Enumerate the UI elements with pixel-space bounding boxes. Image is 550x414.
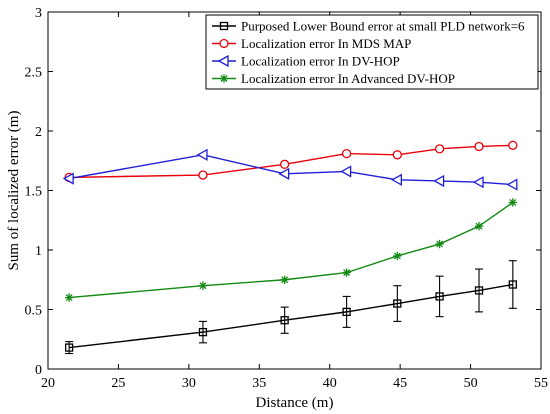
legend-entry: Localization error In Advanced DV-HOP: [212, 71, 455, 86]
x-tick-label: 40: [323, 376, 337, 391]
data-point-asterisk: [198, 281, 208, 290]
data-point-circle: [198, 170, 208, 180]
data-point-circle: [474, 141, 484, 152]
y-tick-label: 1.5: [25, 185, 43, 200]
data-point-square: [342, 307, 351, 317]
legend-entry: Localization error In MDS MAP: [212, 36, 411, 51]
error-bar: [198, 320, 207, 344]
error-bar: [280, 306, 289, 334]
error-bar: [342, 295, 351, 328]
x-tick-label: 50: [464, 376, 478, 391]
series-line: [69, 201, 514, 299]
x-tick-label: 45: [393, 376, 407, 391]
data-point-triangle: [62, 172, 74, 185]
axis-ticks: 20 25 30 35 40 45 50 55 0 0.5 1 1.5 2 2.5 3: [25, 6, 549, 391]
legend-box: [205, 14, 539, 90]
series-line: [69, 144, 513, 179]
data-point-circle: [341, 148, 352, 159]
series-line: [69, 154, 513, 186]
data-point-triangle: [340, 165, 352, 178]
data-point-asterisk: [435, 239, 444, 249]
data-point-square: [198, 327, 208, 337]
data-point-asterisk: [393, 251, 402, 261]
y-tick-label: 0.5: [25, 304, 43, 319]
data-point-circle: [219, 38, 229, 49]
y-tick-label: 0: [35, 363, 42, 378]
error-bar: [393, 285, 402, 322]
legend: Purposed Lower Bound error at small PLD …: [205, 14, 539, 90]
data-point-asterisk: [64, 293, 74, 302]
legend-entry: Purposed Lower Bound error at small PLD …: [212, 19, 525, 34]
data-point-square: [280, 316, 289, 325]
y-tick-label: 2.5: [25, 66, 43, 81]
legend-label: Localization error In MDS MAP: [241, 36, 411, 51]
x-tick-label: 55: [534, 376, 548, 391]
series-3: [64, 198, 518, 302]
data-point-square: [393, 299, 402, 308]
data-point-asterisk: [508, 198, 518, 207]
data-point-square: [508, 280, 517, 289]
x-tick-label: 20: [41, 376, 55, 391]
data-point-triangle: [472, 176, 484, 189]
series-line: [69, 283, 513, 349]
x-tick-label: 35: [252, 376, 266, 391]
series-layer: [62, 140, 518, 355]
data-point-square: [219, 21, 229, 31]
legend-entry: Localization error In DV-HOP: [212, 54, 400, 69]
error-bar: [508, 260, 517, 309]
data-point-asterisk: [219, 74, 229, 83]
y-axis-title: Sum of localized error (m): [6, 111, 22, 271]
data-point-triangle: [278, 167, 290, 180]
legend-label: Localization error In Advanced DV-HOP: [241, 71, 455, 86]
data-point-circle: [392, 150, 402, 160]
data-point-circle: [434, 144, 445, 154]
x-tick-label: 30: [182, 376, 196, 391]
data-point-square: [435, 292, 444, 301]
data-point-triangle: [433, 174, 445, 188]
data-point-asterisk: [280, 275, 289, 284]
data-point-circle: [279, 159, 290, 169]
y-tick-label: 2: [35, 125, 42, 140]
error-bar: [435, 275, 444, 318]
y-tick-label: 3: [35, 6, 42, 21]
x-axis-title: Distance (m): [256, 395, 334, 411]
error-bar: [475, 268, 484, 313]
data-point-triangle: [506, 178, 518, 191]
series-2: [62, 148, 518, 191]
series-0: [64, 260, 517, 355]
legend-label: Purposed Lower Bound error at small PLD …: [241, 19, 525, 34]
data-point-asterisk: [342, 268, 351, 277]
data-point-square: [64, 343, 74, 352]
data-point-triangle: [217, 54, 229, 68]
data-point-triangle: [196, 148, 208, 161]
data-point-asterisk: [474, 222, 484, 231]
y-tick-label: 1: [35, 244, 42, 259]
x-tick-label: 25: [111, 376, 125, 391]
data-point-triangle: [390, 173, 402, 186]
data-point-square: [474, 286, 484, 295]
data-point-circle: [508, 140, 518, 150]
legend-label: Localization error In DV-HOP: [241, 54, 400, 69]
